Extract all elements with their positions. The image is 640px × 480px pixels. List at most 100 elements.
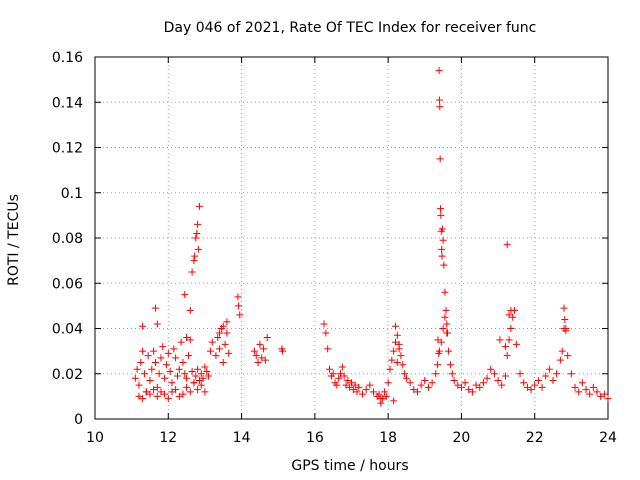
data-point xyxy=(183,334,191,342)
data-point xyxy=(168,379,176,387)
data-point xyxy=(538,383,546,391)
data-point xyxy=(144,352,152,360)
data-point xyxy=(199,374,207,382)
y-tick-label: 0.14 xyxy=(52,95,83,111)
data-point xyxy=(390,397,398,405)
data-point xyxy=(435,96,443,104)
data-point xyxy=(261,356,269,364)
x-tick-label: 18 xyxy=(379,430,397,446)
data-point xyxy=(432,370,440,378)
data-point xyxy=(186,336,194,344)
data-point xyxy=(148,365,156,373)
data-point xyxy=(434,336,442,344)
data-point xyxy=(468,388,476,396)
data-point xyxy=(391,338,399,346)
data-point xyxy=(131,374,139,382)
data-point xyxy=(216,345,224,353)
data-point xyxy=(436,103,444,111)
data-point xyxy=(195,202,203,210)
data-point xyxy=(461,379,469,387)
data-point xyxy=(195,377,203,385)
data-point xyxy=(505,311,513,319)
data-point xyxy=(375,390,383,398)
data-point xyxy=(193,229,201,237)
data-point xyxy=(503,241,511,249)
data-point xyxy=(399,361,407,369)
data-point xyxy=(223,329,231,337)
data-point xyxy=(161,374,169,382)
data-point xyxy=(507,306,515,314)
data-point xyxy=(153,320,161,328)
data-point xyxy=(164,395,172,403)
data-point xyxy=(133,365,141,373)
data-point xyxy=(139,347,147,355)
data-point xyxy=(395,345,403,353)
data-point xyxy=(377,395,385,403)
data-point xyxy=(234,293,242,301)
data-point xyxy=(329,370,337,378)
data-point xyxy=(184,352,192,360)
data-point xyxy=(520,379,528,387)
data-point xyxy=(527,386,535,394)
data-point xyxy=(135,381,143,389)
data-point xyxy=(436,155,444,163)
data-point xyxy=(225,349,233,357)
x-tick-label: 16 xyxy=(306,430,324,446)
data-point xyxy=(393,358,401,366)
data-point xyxy=(542,372,550,380)
data-point xyxy=(545,365,553,373)
data-point xyxy=(162,361,170,369)
data-point xyxy=(440,261,448,269)
data-point xyxy=(235,302,243,310)
data-point xyxy=(326,365,334,373)
data-points xyxy=(131,67,612,407)
data-point xyxy=(250,347,258,355)
data-point xyxy=(155,370,163,378)
x-tick-label: 24 xyxy=(599,430,617,446)
data-point xyxy=(320,320,328,328)
data-point xyxy=(600,390,608,398)
data-point xyxy=(139,322,147,330)
data-point xyxy=(604,395,612,403)
data-point xyxy=(179,358,187,366)
data-point xyxy=(509,313,517,321)
y-axis-title: ROTI / TECUs xyxy=(6,194,22,286)
data-point xyxy=(342,381,350,389)
y-tick-label: 0.02 xyxy=(52,367,83,383)
data-point xyxy=(140,370,148,378)
data-point xyxy=(183,374,191,382)
data-point xyxy=(355,383,363,391)
data-point xyxy=(362,386,370,394)
y-tick-label: 0.06 xyxy=(52,276,83,292)
data-point xyxy=(219,358,227,366)
data-point xyxy=(172,354,180,362)
data-point xyxy=(487,365,495,373)
data-point xyxy=(153,392,161,400)
data-point xyxy=(236,311,244,319)
data-point xyxy=(358,390,366,398)
data-point xyxy=(439,325,447,332)
data-point xyxy=(197,381,205,389)
data-point xyxy=(263,334,271,342)
data-point xyxy=(252,352,260,360)
data-point xyxy=(424,383,432,391)
data-point xyxy=(586,390,594,398)
data-point xyxy=(597,392,605,400)
data-point xyxy=(153,383,161,391)
data-point xyxy=(135,392,143,400)
data-point xyxy=(369,388,377,396)
data-point xyxy=(168,388,176,396)
data-point xyxy=(164,349,172,357)
data-point xyxy=(188,367,196,375)
data-point xyxy=(194,386,202,394)
data-point xyxy=(443,320,451,328)
data-point xyxy=(553,370,561,378)
x-tick-labels: 10 12 14 16 18 20 22 24 xyxy=(86,430,617,446)
x-tick-label: 22 xyxy=(526,430,544,446)
y-tick-labels: 0 0.02 0.04 0.06 0.08 0.1 0.12 0.14 0.16 xyxy=(52,50,83,428)
data-point xyxy=(333,381,341,389)
data-point xyxy=(531,381,539,389)
data-point xyxy=(476,383,484,391)
data-point xyxy=(448,370,456,378)
data-point xyxy=(279,347,287,355)
